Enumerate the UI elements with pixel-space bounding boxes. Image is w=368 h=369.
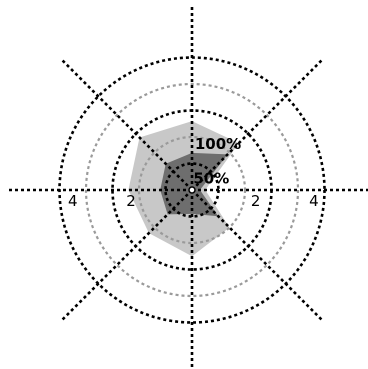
spoke-135	[60, 58, 193, 191]
label-layer: 4 2 2 4 100% 50%	[68, 135, 319, 210]
tick-label-2: 2	[126, 192, 136, 210]
annotation-2: 50%	[193, 170, 229, 188]
spoke-225	[60, 189, 193, 322]
tick-label-4: 4	[309, 192, 319, 210]
tick-label-3: 2	[251, 192, 261, 210]
center-marker	[188, 186, 196, 194]
series-area-2	[160, 152, 228, 217]
tick-label-1: 4	[68, 192, 78, 210]
polar-grid	[7, 5, 368, 369]
grid-ring-light-2	[137, 135, 247, 245]
spoke-45	[191, 58, 324, 191]
spoke-315	[191, 189, 324, 322]
grid-ring-light-4	[84, 82, 300, 298]
annotation-1: 100%	[195, 135, 241, 153]
